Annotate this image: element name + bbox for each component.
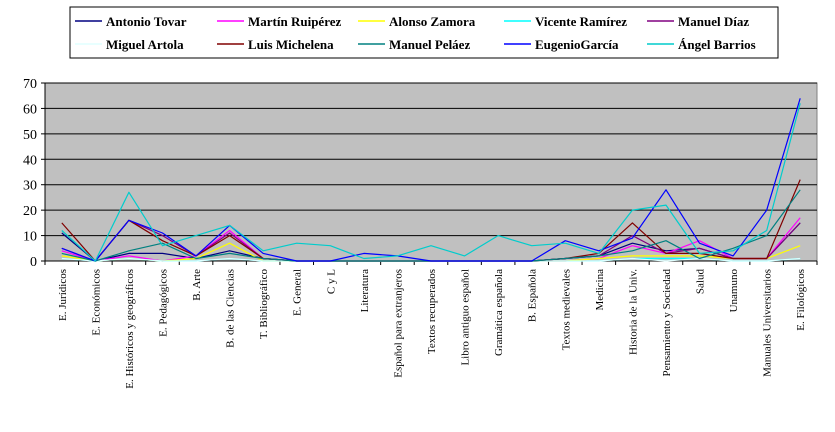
x-tick-label: E. General — [292, 269, 304, 316]
legend-label-miguel-artola: Miguel Artola — [106, 37, 184, 52]
legend-label-luis-michelena: Luis Michelena — [248, 37, 334, 52]
x-tick-label: Salud — [695, 269, 707, 295]
legend: Antonio Tovar Martín Ruipérez Alonso Zamor… — [75, 14, 756, 52]
x-tick-label: B. Española — [527, 269, 539, 322]
legend-label-manuel-diaz: Manuel Díaz — [678, 14, 749, 29]
gridlines — [45, 82, 817, 237]
legend-box — [69, 6, 779, 59]
x-tick-label: Español para extranjeros — [392, 269, 404, 378]
x-tick-label: B. de las Ciencias — [225, 269, 237, 348]
plot-area — [44, 82, 818, 262]
legend-label-angel-barrios: Ángel Barrios — [678, 37, 756, 52]
legend-label-martin-ruiperez: Martín Ruipérez — [248, 14, 341, 29]
x-tick-label: E. Pedagógicos — [157, 269, 169, 337]
y-axis: 0 10 20 30 40 50 60 70 — [23, 77, 46, 270]
x-tick-label: Libro antiguo español — [460, 269, 472, 366]
x-tick-label: Unamuno — [728, 269, 740, 313]
x-tick-label: Pensamiento y Sociedad — [661, 269, 673, 377]
x-tick-label: C y L — [325, 269, 337, 294]
x-tick-label: Literatura — [359, 269, 371, 312]
y-tick-label: 70 — [23, 77, 37, 92]
x-tick-label: E. Filológicos — [795, 269, 807, 331]
legend-label-vicente-ramirez: Vicente Ramírez — [535, 14, 627, 29]
x-tick-label: Textos medievales — [560, 269, 572, 350]
y-tick-label: 30 — [23, 179, 37, 194]
y-tick-label: 10 — [23, 230, 37, 245]
legend-label-eugeniogarcia: EugenioGarcía — [535, 37, 619, 52]
x-tick-label: Textos recuperados — [426, 269, 438, 354]
legend-label-antonio-tovar: Antonio Tovar — [106, 14, 187, 29]
y-tick-label: 50 — [23, 128, 37, 143]
x-tick-label: Gramática española — [493, 269, 505, 356]
y-tick-label: 0 — [30, 255, 37, 270]
y-tick-label: 60 — [23, 102, 37, 117]
x-tick-label: Manuales Universitarios — [762, 269, 774, 377]
y-tick-label: 40 — [23, 153, 37, 168]
x-tick-label: Medicina — [594, 269, 606, 311]
x-tick-label: T. Bibliográfico — [258, 269, 270, 340]
series-lines — [61, 98, 801, 262]
y-tick-label: 20 — [23, 204, 37, 219]
x-tick-label: E. Jurídicos — [57, 269, 69, 321]
series-line-eugeniogarcia — [61, 98, 801, 262]
legend-label-manuel-pelaez: Manuel Peláez — [389, 37, 470, 52]
x-tick-label: Historia de la Univ. — [627, 269, 639, 355]
x-tick-label: E. Históricos y geográficos — [124, 269, 136, 389]
x-axis: E. Jurídicos E. Económicos E. Históricos y… — [44, 260, 818, 389]
series-line-angel-barrios — [61, 103, 801, 262]
legend-label-alonso-zamora: Alonso Zamora — [389, 14, 476, 29]
x-tick-label: E. Económicos — [90, 269, 102, 336]
x-tick-label: B. Arte — [191, 269, 203, 301]
